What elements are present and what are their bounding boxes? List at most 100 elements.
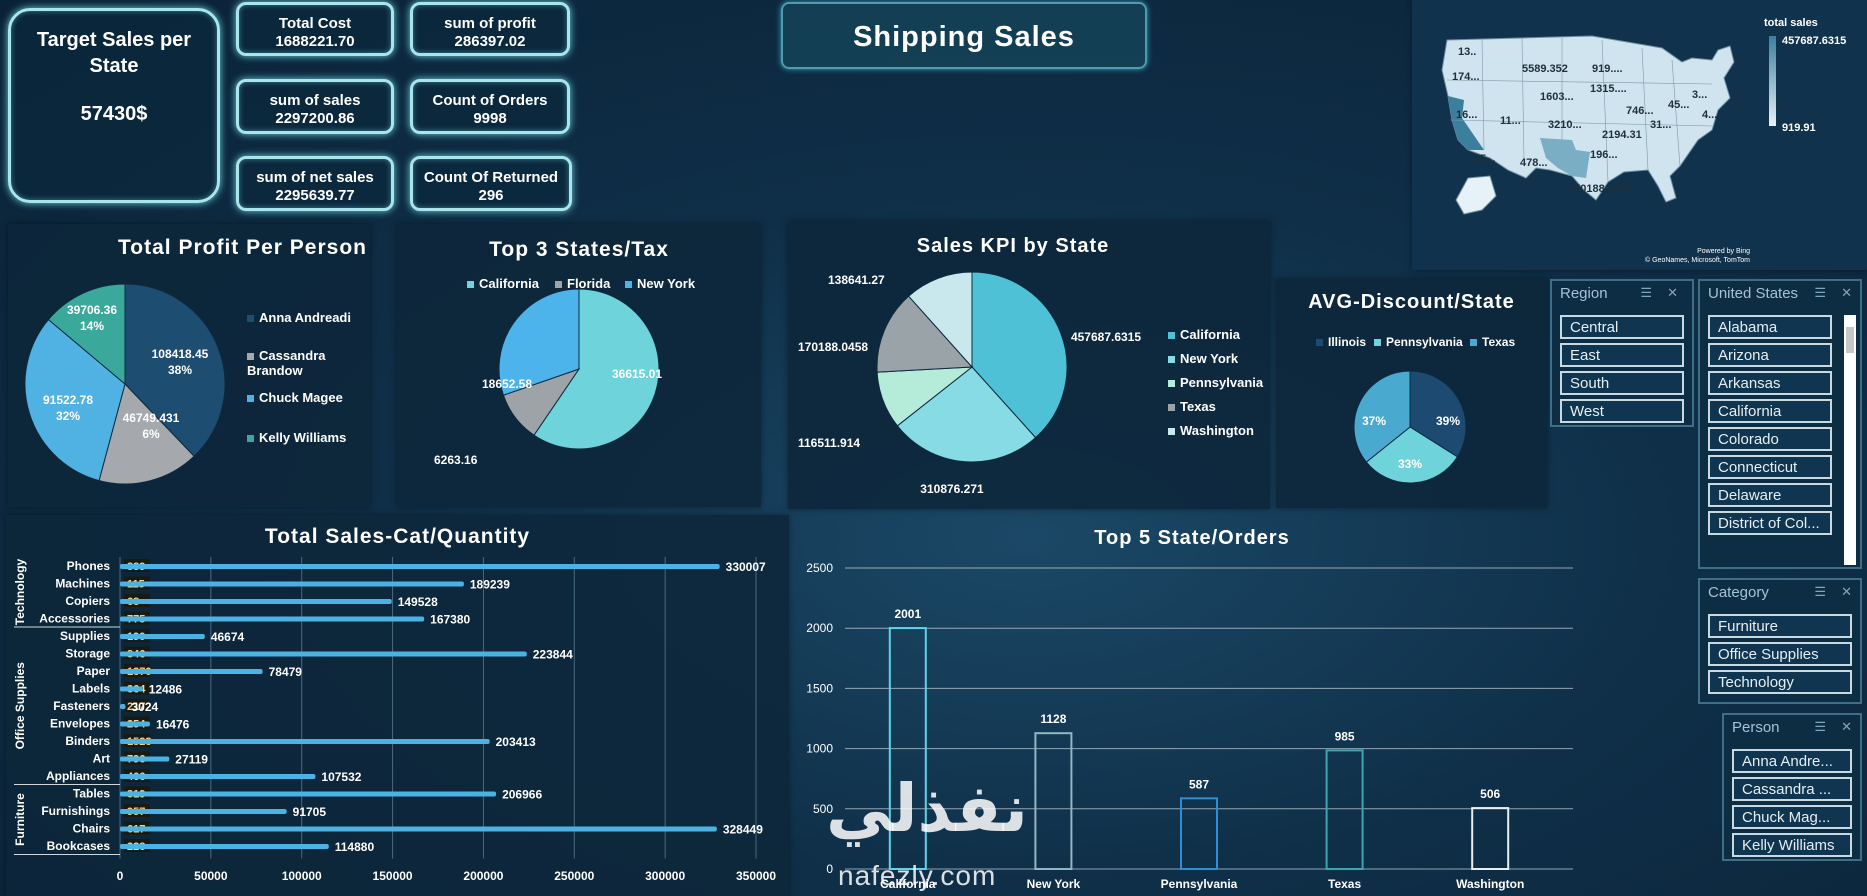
- legend-swatch: [1374, 339, 1381, 347]
- slicer-item[interactable]: Technology: [1708, 670, 1852, 694]
- pie-slice-texas[interactable]: [1353, 370, 1411, 463]
- category-label: Furnishings: [41, 804, 110, 818]
- pie-slice-california[interactable]: [971, 271, 1068, 439]
- bar-labels[interactable]: [120, 686, 143, 692]
- map-state-label: 478...: [1520, 157, 1548, 169]
- multiselect-icon[interactable]: ☰: [1814, 584, 1826, 599]
- clear-filter-icon[interactable]: ✕: [1667, 285, 1678, 300]
- legend-swatch: [1168, 332, 1175, 340]
- multiselect-icon[interactable]: ☰: [1814, 719, 1826, 734]
- bar-storage[interactable]: [120, 651, 527, 657]
- bar-pennsylvania[interactable]: [1180, 797, 1218, 870]
- slicer-item[interactable]: Delaware: [1708, 483, 1832, 507]
- sales-kpi-pie-chart: 457687.6315 310876.271 116511.914 170188.04…: [798, 271, 1141, 496]
- legend-label: Texas: [1482, 335, 1516, 349]
- kpi-total-cost: Total Cost 1688221.70: [236, 2, 394, 56]
- map-state-label: 1315....: [1590, 83, 1627, 95]
- orders-bar-chart: 0 500 1000 1500 2000 2500 2001 California 1128 Ne…: [806, 561, 1573, 891]
- slicer-item[interactable]: Chuck Mag...: [1732, 805, 1852, 829]
- slicer-item[interactable]: Cassandra ...: [1732, 777, 1852, 801]
- legend-item: Washington: [1168, 423, 1254, 438]
- slicer-item[interactable]: Arkansas: [1708, 371, 1832, 395]
- slicer-scrollbar[interactable]: [1844, 315, 1856, 565]
- bar-phones[interactable]: [120, 564, 720, 569]
- pie-slice-kelly-williams[interactable]: [47, 283, 126, 386]
- kpi-sum-profit: sum of profit 286397.02: [410, 2, 570, 56]
- pie-value-label: 457687.6315: [1071, 330, 1141, 344]
- slicer-item[interactable]: Office Supplies: [1708, 642, 1852, 666]
- kpi-value: 296: [478, 187, 504, 204]
- slicer-item[interactable]: Arizona: [1708, 343, 1832, 367]
- slicer-title: Category: [1708, 584, 1769, 601]
- slicer-item[interactable]: Furniture: [1708, 614, 1852, 638]
- legend-label: Texas: [1180, 399, 1216, 414]
- bar-washington[interactable]: [1471, 807, 1510, 871]
- slicer-item[interactable]: Colorado: [1708, 427, 1832, 451]
- legend-item: Texas: [1470, 335, 1515, 349]
- kpi-value: 9998: [473, 110, 507, 127]
- pie-slice-texas[interactable]: [876, 295, 974, 373]
- kpi-value: 2295639.77: [275, 187, 355, 204]
- x-category-label: Pennsylvania: [1161, 877, 1238, 891]
- slicer-item[interactable]: Connecticut: [1708, 455, 1832, 479]
- bar-supplies[interactable]: [120, 634, 205, 639]
- bar-appliances[interactable]: [120, 774, 316, 779]
- map-state-label: 174...: [1452, 71, 1480, 83]
- map-legend-max: 457687.6315: [1782, 35, 1846, 47]
- bar-binders[interactable]: [120, 739, 490, 744]
- slicer-item[interactable]: Central: [1560, 315, 1684, 339]
- slicer-item[interactable]: West: [1560, 399, 1684, 423]
- clear-filter-icon[interactable]: ✕: [1841, 719, 1852, 734]
- bar-paper[interactable]: [120, 669, 263, 674]
- y-tick-label: 1000: [806, 742, 833, 756]
- slicer-item[interactable]: Alabama: [1708, 315, 1832, 339]
- bar-machines[interactable]: [120, 581, 464, 587]
- pie-slice-anna-andreadi[interactable]: [124, 283, 226, 457]
- texas-shape: [1540, 138, 1590, 178]
- bar-fasteners[interactable]: [120, 704, 126, 709]
- target-sales-card: Target Sales per State 57430$: [8, 8, 220, 203]
- x-tick-label: 300000: [645, 869, 685, 883]
- bar-furnishings[interactable]: [120, 809, 287, 814]
- bar-bookcases[interactable]: [120, 844, 329, 849]
- map-state-label: 5589.352: [1522, 63, 1568, 75]
- slicer-item[interactable]: South: [1560, 371, 1684, 395]
- bar-art[interactable]: [120, 756, 170, 762]
- pie-slice-california[interactable]: [533, 288, 660, 450]
- category-label: Machines: [55, 577, 110, 591]
- states-slicer: United States ☰ ✕ Alabama Arizona Arkansas…: [1698, 279, 1862, 569]
- bar-new-york[interactable]: [1034, 732, 1073, 870]
- bar-tables[interactable]: [120, 791, 497, 797]
- clear-filter-icon[interactable]: ✕: [1841, 584, 1852, 599]
- slicer-item[interactable]: California: [1708, 399, 1832, 423]
- map-state-label: 16...: [1456, 109, 1477, 121]
- pie-slice-cassandra-brandow[interactable]: [98, 383, 195, 485]
- bar-accessories[interactable]: [120, 616, 425, 622]
- scrollbar-thumb[interactable]: [1846, 327, 1854, 353]
- legend-item: Pennsylvania: [1374, 335, 1463, 349]
- legend-item: Anna Andreadi: [247, 310, 351, 325]
- slicer-item[interactable]: District of Col...: [1708, 511, 1832, 535]
- bar-texas[interactable]: [1325, 749, 1364, 871]
- pie-slice-new-york[interactable]: [896, 366, 1037, 463]
- bar-chairs[interactable]: [120, 826, 717, 832]
- bar-copiers[interactable]: [120, 599, 392, 604]
- pie-slice-new-york[interactable]: [498, 288, 580, 396]
- bar-envelopes[interactable]: [120, 721, 150, 727]
- multiselect-icon[interactable]: ☰: [1814, 285, 1826, 300]
- bar-california[interactable]: [888, 627, 927, 870]
- multiselect-icon[interactable]: ☰: [1640, 285, 1652, 300]
- bar-value-label: 12486: [149, 683, 183, 697]
- slicer-item[interactable]: Kelly Williams: [1732, 833, 1852, 857]
- pie-slice-washington[interactable]: [907, 271, 973, 369]
- clear-filter-icon[interactable]: ✕: [1841, 285, 1852, 300]
- slicer-item[interactable]: Anna Andre...: [1732, 749, 1852, 773]
- legend-swatch: [1168, 380, 1175, 388]
- pie-slice-pennsylvania[interactable]: [1365, 426, 1459, 484]
- pie-slice-chuck-magee[interactable]: [24, 318, 126, 482]
- pie-value-label: 116511.914: [798, 436, 860, 450]
- kpi-title: sum of sales: [269, 92, 361, 109]
- legend-label: Pennsylvania: [1180, 375, 1264, 390]
- chart-title: Sales KPI by State: [916, 235, 1110, 257]
- slicer-item[interactable]: East: [1560, 343, 1684, 367]
